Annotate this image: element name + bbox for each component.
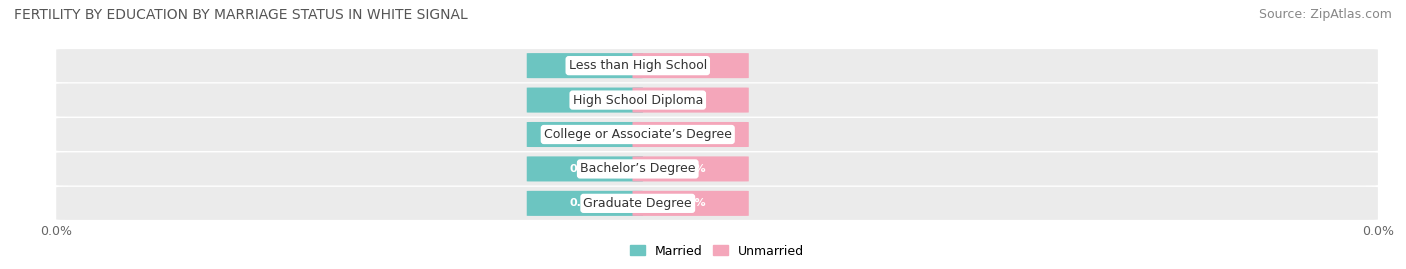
- FancyBboxPatch shape: [527, 87, 643, 113]
- Text: 0.0%: 0.0%: [569, 164, 600, 174]
- FancyBboxPatch shape: [527, 53, 643, 78]
- FancyBboxPatch shape: [633, 156, 749, 182]
- FancyBboxPatch shape: [633, 87, 749, 113]
- FancyBboxPatch shape: [56, 118, 1378, 151]
- FancyBboxPatch shape: [527, 156, 643, 182]
- Text: 0.0%: 0.0%: [675, 61, 706, 71]
- Text: 0.0%: 0.0%: [675, 198, 706, 208]
- Text: College or Associate’s Degree: College or Associate’s Degree: [544, 128, 731, 141]
- FancyBboxPatch shape: [633, 122, 749, 147]
- Text: 0.0%: 0.0%: [569, 129, 600, 140]
- Text: 0.0%: 0.0%: [675, 95, 706, 105]
- Text: 0.0%: 0.0%: [675, 129, 706, 140]
- Text: Bachelor’s Degree: Bachelor’s Degree: [581, 162, 696, 175]
- Text: 0.0%: 0.0%: [675, 164, 706, 174]
- FancyBboxPatch shape: [56, 84, 1378, 116]
- FancyBboxPatch shape: [56, 49, 1378, 82]
- FancyBboxPatch shape: [633, 191, 749, 216]
- Text: 0.0%: 0.0%: [569, 61, 600, 71]
- FancyBboxPatch shape: [56, 187, 1378, 220]
- Text: 0.0%: 0.0%: [569, 95, 600, 105]
- FancyBboxPatch shape: [56, 153, 1378, 185]
- FancyBboxPatch shape: [527, 122, 643, 147]
- Legend: Married, Unmarried: Married, Unmarried: [626, 239, 808, 263]
- Text: FERTILITY BY EDUCATION BY MARRIAGE STATUS IN WHITE SIGNAL: FERTILITY BY EDUCATION BY MARRIAGE STATU…: [14, 8, 468, 22]
- Text: 0.0%: 0.0%: [569, 198, 600, 208]
- FancyBboxPatch shape: [633, 53, 749, 78]
- Text: High School Diploma: High School Diploma: [572, 94, 703, 107]
- FancyBboxPatch shape: [527, 191, 643, 216]
- Text: Graduate Degree: Graduate Degree: [583, 197, 692, 210]
- Text: Source: ZipAtlas.com: Source: ZipAtlas.com: [1258, 8, 1392, 21]
- Text: Less than High School: Less than High School: [568, 59, 707, 72]
